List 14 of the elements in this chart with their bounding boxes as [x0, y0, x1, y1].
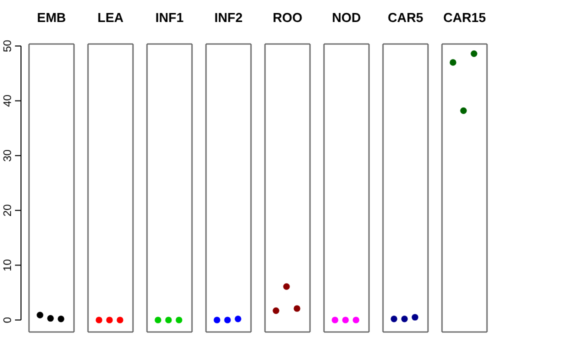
x-tick-label: CAR5 — [388, 10, 424, 25]
y-tick-label: 20 — [2, 204, 14, 217]
y-tick-label: 40 — [2, 94, 14, 107]
y-tick-label: 0 — [2, 316, 14, 324]
x-tick-label: NOD — [332, 10, 361, 25]
x-tick-label: LEA — [98, 10, 124, 25]
x-tick-label: CAR15 — [443, 10, 486, 25]
y-tick-label: 10 — [2, 259, 14, 272]
y-tick-label: 30 — [2, 149, 14, 162]
x-tick-label: ROO — [272, 10, 302, 25]
x-tick-label: EMB — [37, 10, 66, 25]
x-tick-label: INF2 — [214, 10, 243, 25]
y-tick-label: 50 — [2, 40, 14, 52]
x-tick-label: INF1 — [155, 10, 184, 25]
